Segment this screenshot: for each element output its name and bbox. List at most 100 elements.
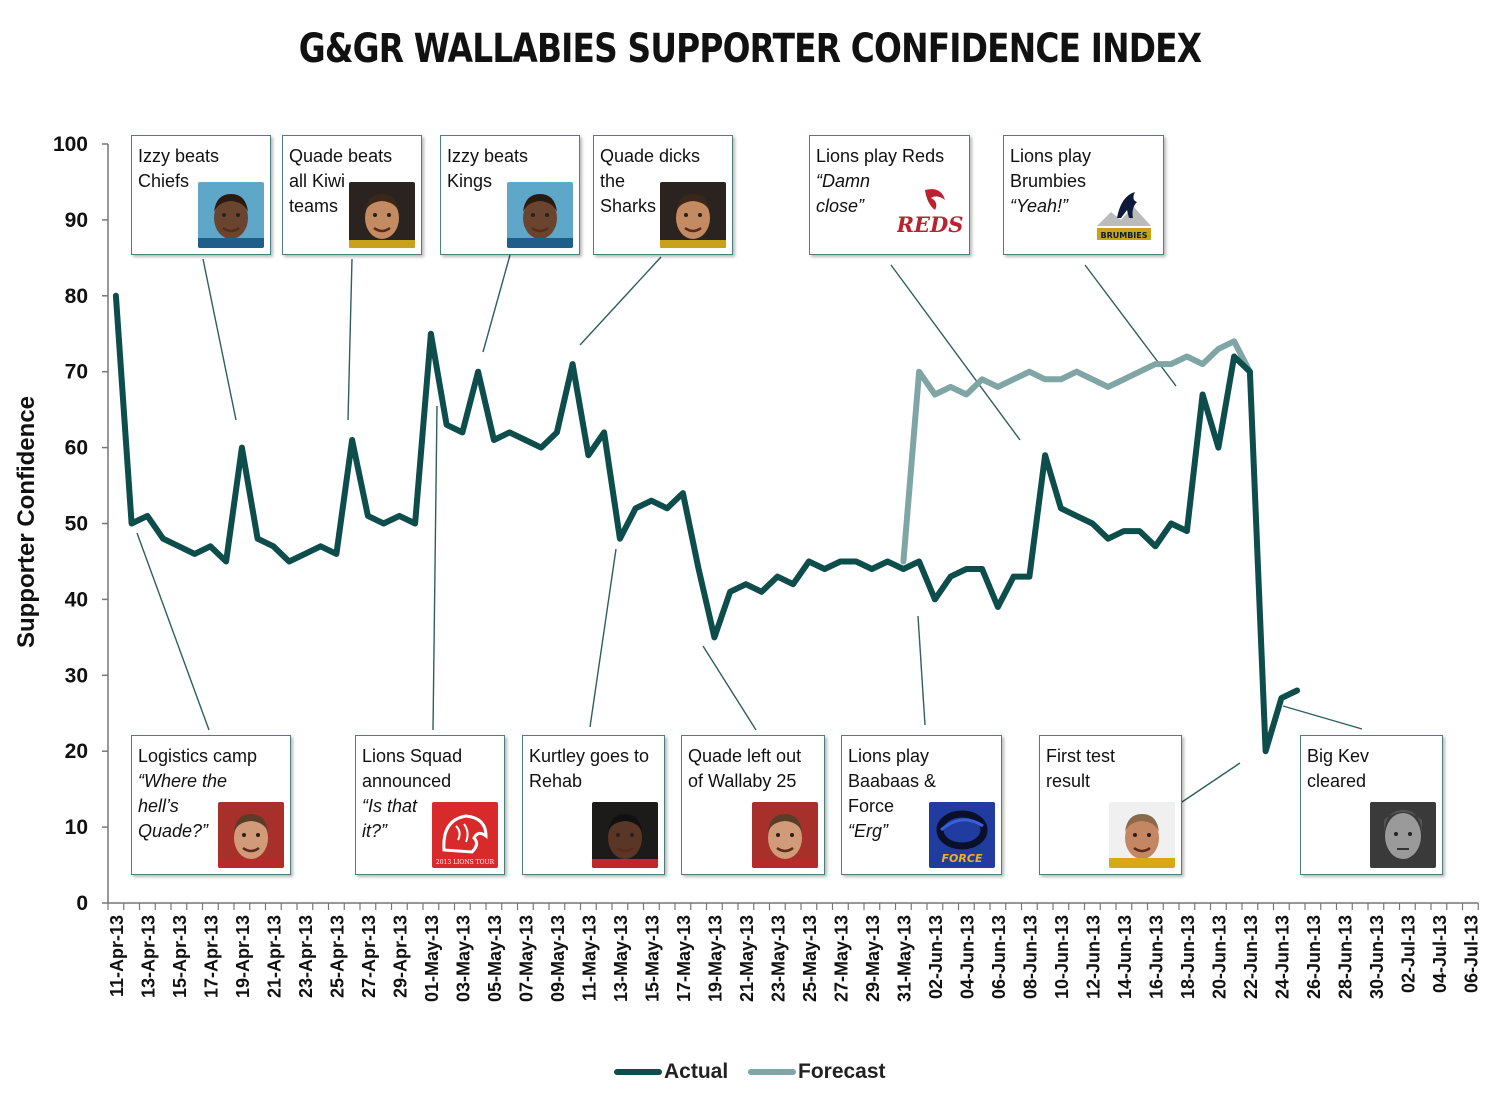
annotation-lions-reds: Lions play Reds “Damn close” REDS [809, 135, 970, 255]
data-point-forecast [1201, 363, 1204, 365]
annotation-title: Logistics camp [138, 746, 258, 766]
x-tick-label: 21-Apr-13 [264, 915, 284, 998]
brumbies-logo: BRUMBIES [1091, 182, 1157, 248]
annotation-quade-kiwi: Quade beats all Kiwi teams [282, 135, 422, 255]
leader-line [917, 615, 926, 726]
x-tick-label: 14-Jun-13 [1115, 915, 1135, 999]
x-tick-label: 20-Jun-13 [1209, 915, 1229, 999]
data-point-actual [398, 515, 401, 517]
big-kev-photo [1370, 802, 1436, 868]
x-tick-label: 17-Apr-13 [201, 915, 221, 998]
annotation-quote: “Yeah!” [1010, 196, 1069, 216]
data-point-actual [508, 431, 511, 434]
data-point-actual [193, 553, 196, 555]
data-point-actual [729, 591, 731, 593]
leader-line [702, 645, 757, 731]
y-tick-label: 60 [65, 437, 88, 460]
data-point-forecast [981, 378, 983, 381]
data-point-forecast [1012, 378, 1015, 381]
annotation-lions-squad: Lions Squad announced “Is that it?” 2013 L… [355, 735, 505, 875]
legend-label-forecast: Forecast [798, 1060, 886, 1083]
quade-smile-photo [660, 182, 726, 248]
data-point-actual [1296, 689, 1298, 692]
coach-photo [1109, 802, 1175, 868]
annotation-title: Quade left out of Wallaby 25 [688, 746, 802, 791]
data-point-forecast [1107, 386, 1109, 388]
y-tick-label: 0 [76, 892, 88, 915]
data-point-actual [713, 636, 716, 639]
lions-tour-logo: 2013 LIONS TOUR [432, 802, 498, 868]
data-point-forecast [918, 370, 920, 373]
data-point-actual [1075, 515, 1078, 517]
x-tick-label: 23-Apr-13 [296, 915, 316, 998]
data-point-actual [571, 363, 574, 365]
data-point-actual [1170, 522, 1172, 525]
data-point-actual [414, 522, 416, 525]
data-point-actual [178, 545, 180, 548]
data-point-actual [162, 537, 164, 540]
data-point-actual [1138, 530, 1141, 532]
quade-smile-photo [349, 182, 415, 248]
axes: 0 10 20 30 40 50 60 70 80 90 100 11-Apr-13 13-Apr-13… [53, 133, 1481, 1002]
data-point-actual [1186, 530, 1188, 532]
y-axis-label: Supporter Confidence [13, 396, 40, 648]
annotation-izzy-chiefs: Izzy beats Chiefs [131, 135, 271, 255]
legend-swatch-actual [614, 1069, 662, 1076]
x-tick-label: 28-Jun-13 [1335, 915, 1355, 999]
leader-line [1084, 264, 1177, 387]
data-point-actual [1091, 522, 1094, 525]
data-point-actual [335, 553, 338, 555]
data-point-actual [902, 568, 905, 570]
y-tick-label: 40 [65, 588, 88, 611]
data-point-forecast [1138, 370, 1141, 373]
data-point-actual [1123, 530, 1125, 532]
data-point-actual [823, 568, 826, 570]
data-point-actual [808, 560, 810, 563]
leader-line [890, 264, 1021, 441]
data-point-forecast [949, 386, 952, 388]
x-tick-label: 15-May-13 [642, 915, 662, 1002]
x-tick-label: 03-May-13 [453, 915, 473, 1002]
data-point-actual [130, 522, 133, 525]
leader-line [482, 254, 511, 353]
annotation-title: Kurtley goes to Rehab [529, 746, 650, 791]
data-point-forecast [1075, 370, 1078, 373]
data-point-actual [146, 515, 149, 517]
data-point-forecast [902, 560, 905, 563]
data-point-actual [839, 560, 842, 563]
x-tick-label: 31-May-13 [894, 915, 914, 1002]
annotation-quote: “Is that it?” [362, 796, 418, 841]
svg-text:REDS: REDS [897, 212, 963, 237]
data-point-actual [115, 295, 117, 297]
leader-line [432, 405, 438, 731]
x-tick-label: 11-Apr-13 [107, 915, 127, 997]
data-point-actual [430, 333, 432, 335]
annotation-title: First test result [1046, 746, 1116, 791]
annotation-title: Lions play Baabaas & Force [848, 746, 937, 816]
data-point-actual [918, 560, 920, 563]
x-tick-label: 13-May-13 [611, 915, 631, 1002]
data-point-actual [603, 431, 605, 434]
x-tick-label: 16-Jun-13 [1146, 915, 1166, 999]
data-point-actual [304, 553, 306, 555]
x-tick-label: 29-Apr-13 [390, 915, 410, 998]
data-point-actual [1249, 370, 1251, 373]
data-point-actual [1154, 545, 1157, 548]
x-tick-label: 26-Jun-13 [1304, 915, 1324, 999]
x-tick-label: 02-Jun-13 [926, 915, 946, 999]
x-tick-label: 06-Jun-13 [989, 915, 1009, 999]
izzy-photo [198, 182, 264, 248]
data-point-actual [1280, 697, 1283, 699]
data-point-actual [949, 575, 952, 578]
data-point-forecast [1217, 348, 1220, 350]
data-point-forecast [1233, 340, 1235, 343]
annotation-title: Quade beats all Kiwi teams [289, 146, 393, 216]
x-tick-label: 19-May-13 [705, 915, 725, 1002]
data-point-actual [477, 370, 479, 373]
data-point-actual [319, 545, 322, 548]
quade-worried-photo [218, 802, 284, 868]
annotation-quade-sharks: Quade dicks the Sharks [593, 135, 733, 255]
annotation-lions-baabaas: Lions play Baabaas & Force “Erg” FORCE [841, 735, 1002, 875]
x-tick-label: 15-Apr-13 [170, 915, 190, 998]
data-point-actual [682, 492, 684, 494]
